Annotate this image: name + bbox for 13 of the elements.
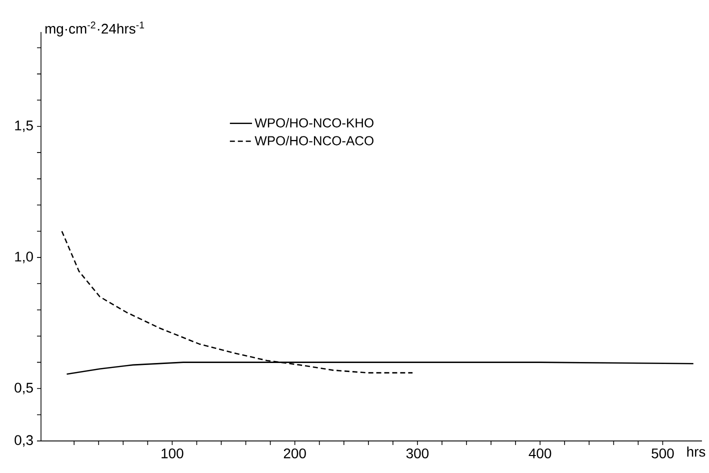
y-tick-label: 1,5 <box>15 120 33 132</box>
y-tick-label: 1,0 <box>15 252 33 264</box>
y-tick-label: 0,5 <box>14 382 33 394</box>
legend-label: WPO/HO-NCO-KHO <box>254 118 374 128</box>
x-tick-label: 200 <box>284 448 306 458</box>
legend-label: WPO/HO-NCO-ACO <box>254 136 374 146</box>
y-axis-title: mg·cm$^{-2}$·24hrs$^{-1}$ <box>45 22 144 36</box>
x-tick-label: 100 <box>162 448 184 458</box>
x-tick-label: 500 <box>652 448 674 458</box>
x-axis-title: hrs <box>687 446 706 457</box>
x-tick-label: 400 <box>528 448 552 458</box>
y-tick-label: 0,3 <box>14 435 33 447</box>
x-tick-label: 300 <box>406 448 429 458</box>
